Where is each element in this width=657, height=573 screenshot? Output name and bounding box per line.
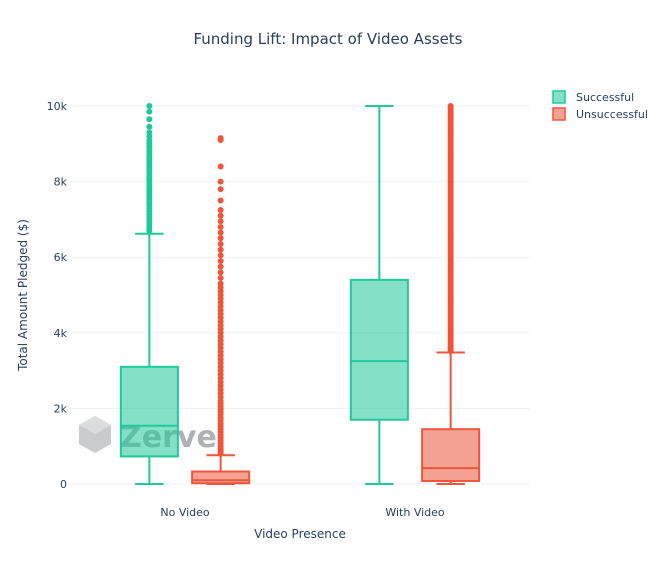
outlier-point [146, 123, 153, 130]
y-tick-label: 8k [54, 176, 68, 189]
x-axis-ticks: No Video With Video [160, 506, 445, 519]
x-axis-title: Video Presence [254, 527, 346, 541]
legend-swatch [552, 90, 566, 104]
box-iqr [191, 470, 251, 485]
outlier-point [217, 212, 224, 219]
outlier-point [217, 280, 224, 287]
chart-title: Funding Lift: Impact of Video Assets [193, 30, 462, 48]
outlier-point [217, 197, 224, 204]
box-unsuccessful-no-video [191, 135, 251, 485]
x-tick-label: With Video [385, 506, 445, 519]
y-tick-label: 6k [54, 251, 68, 264]
outlier-point [217, 257, 224, 264]
outlier-point [217, 135, 224, 142]
outlier-point [447, 103, 454, 109]
outlier-point [217, 235, 224, 242]
box-successful-with-video [349, 105, 409, 485]
outlier-point [217, 246, 224, 253]
outlier-point [217, 240, 224, 247]
outlier-point [146, 108, 153, 115]
x-tick-label: No Video [160, 506, 210, 519]
outlier-point [217, 206, 224, 213]
box-iqr [421, 428, 481, 482]
zerve-logo-icon-shade [79, 416, 111, 434]
outlier-point [217, 178, 224, 185]
outlier-point [217, 223, 224, 230]
box-iqr [349, 278, 409, 421]
box-successful-no-video [119, 103, 179, 485]
legend: Successful Unsuccessful [552, 90, 648, 121]
y-axis-ticks: 0 2k 4k 6k 8k 10k [47, 100, 68, 491]
outlier-point [217, 274, 224, 281]
outlier-point [217, 218, 224, 225]
box-iqr [119, 365, 179, 458]
outlier-point [217, 269, 224, 276]
legend-item-unsuccessful: Unsuccessful [552, 107, 648, 121]
outlier-point [146, 116, 153, 123]
outlier-point [217, 186, 224, 193]
legend-item-successful: Successful [552, 90, 634, 104]
y-tick-label: 0 [60, 478, 67, 491]
y-axis-title: Total Amount Pledged ($) [16, 219, 30, 372]
outlier-point [217, 163, 224, 170]
outlier-point [217, 252, 224, 259]
boxes [119, 103, 481, 485]
box-unsuccessful-with-video [421, 103, 481, 485]
outlier-point [146, 129, 153, 136]
y-tick-label: 4k [54, 327, 68, 340]
legend-label: Successful [576, 91, 634, 104]
legend-label: Unsuccessful [576, 108, 648, 121]
outlier-point [217, 229, 224, 236]
y-tick-label: 2k [54, 402, 68, 415]
outlier-point [146, 103, 153, 109]
y-tick-label: 10k [47, 100, 68, 113]
legend-swatch [552, 107, 566, 121]
outlier-point [217, 263, 224, 270]
